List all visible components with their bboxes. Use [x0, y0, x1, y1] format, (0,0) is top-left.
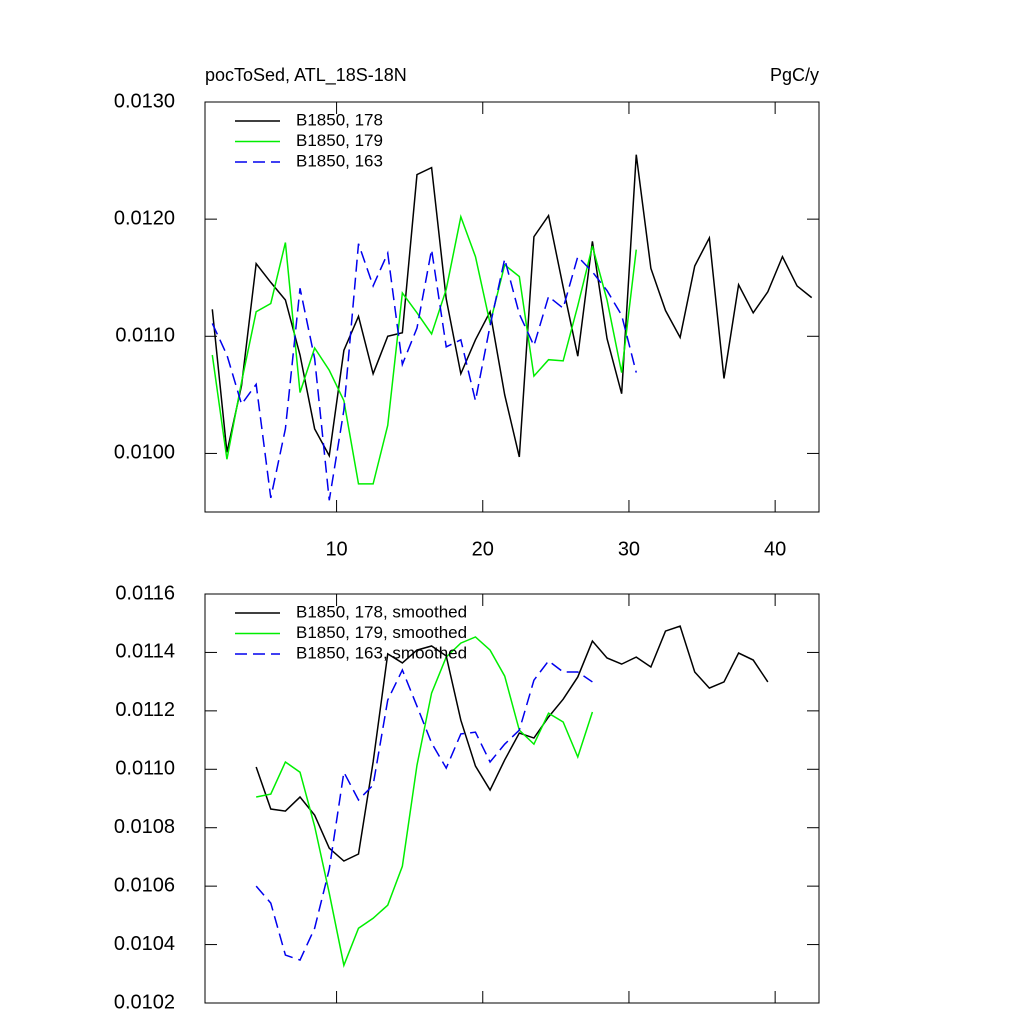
series-line [211, 214, 638, 485]
series-line [255, 659, 593, 961]
series-line [211, 154, 813, 459]
chart-title: pocToSed, ATL_18S-18N [205, 65, 407, 86]
y-tick-label: 0.0102 [114, 991, 175, 1013]
y-tick-label: 0.0100 [114, 442, 175, 464]
x-tick-label: 30 [618, 538, 640, 560]
series-line [255, 625, 769, 862]
y-tick-label: 0.0130 [114, 90, 175, 112]
legend-label: B1850, 163, smoothed [296, 643, 467, 662]
y-tick-label: 0.0120 [114, 207, 175, 229]
y-tick-label: 0.0108 [114, 816, 175, 838]
plot-frame [204, 593, 820, 1004]
units-label: PgC/y [770, 65, 819, 85]
legend-label: B1850, 178 [296, 110, 383, 129]
y-tick-label: 0.0110 [115, 758, 175, 780]
y-tick-label: 0.0104 [114, 933, 175, 955]
legend-label: B1850, 178, smoothed [296, 602, 467, 621]
plot-frame [204, 101, 820, 513]
series-line [256, 636, 594, 968]
y-tick-label: 0.0112 [115, 699, 175, 721]
y-tick-label: 0.0116 [115, 582, 175, 604]
y-tick-label: 0.0106 [114, 874, 175, 896]
series-line [211, 243, 637, 501]
legend-label: B1850, 179 [296, 131, 383, 150]
x-tick-label: 40 [764, 538, 786, 560]
x-tick-label: 10 [325, 538, 347, 560]
legend-label: B1850, 163 [296, 151, 383, 170]
x-tick-label: 20 [472, 538, 494, 560]
y-tick-label: 0.0114 [115, 641, 175, 663]
y-tick-label: 0.0110 [115, 325, 175, 347]
legend-label: B1850, 179, smoothed [296, 623, 467, 642]
